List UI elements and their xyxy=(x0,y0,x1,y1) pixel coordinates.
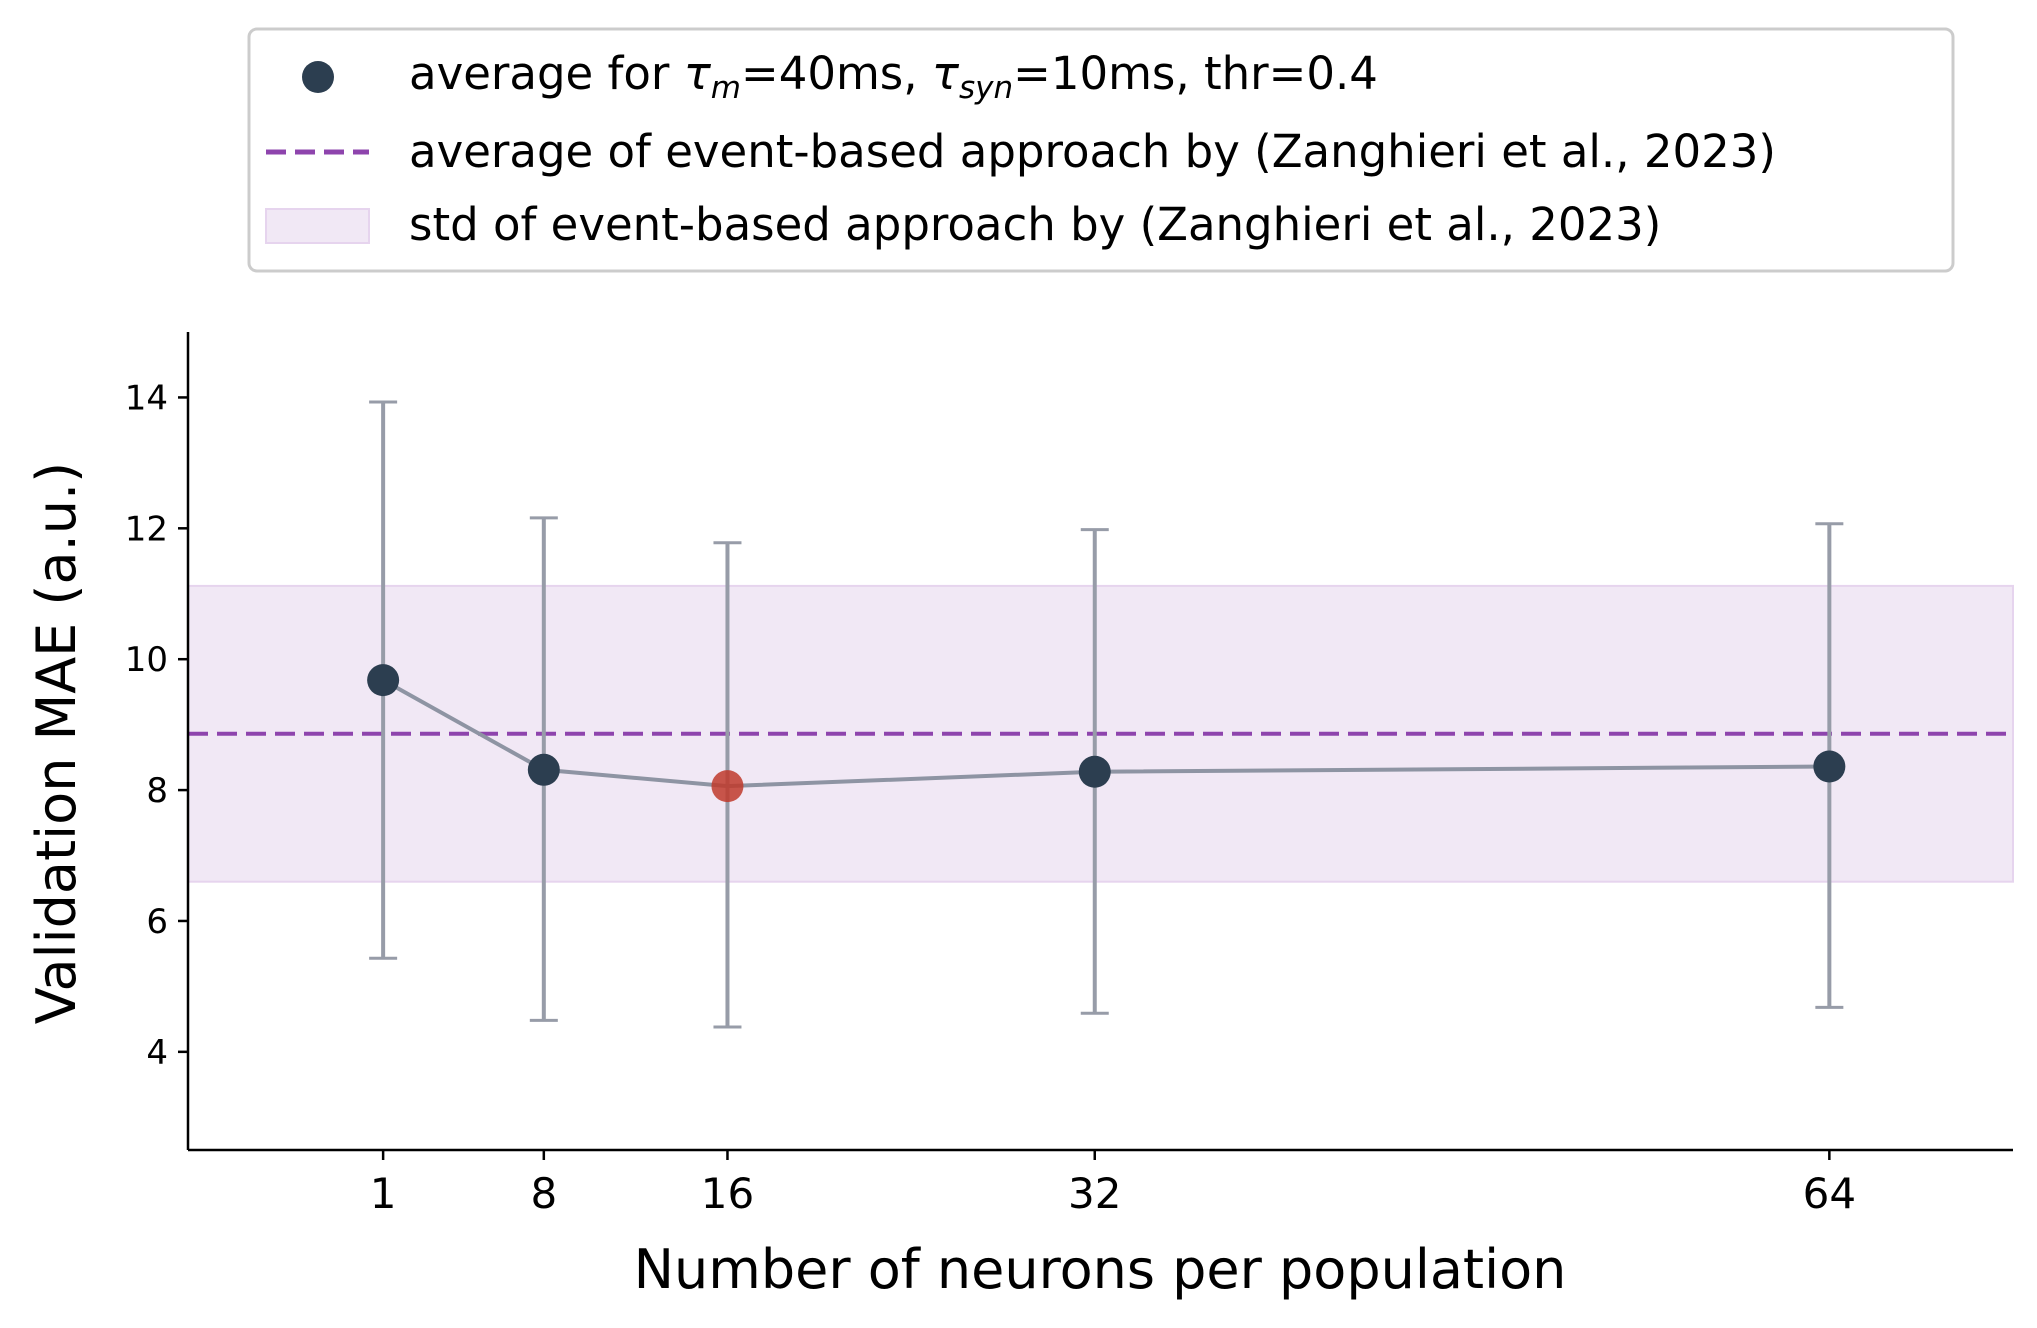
data-point-best xyxy=(711,770,744,803)
y-tick-label: 8 xyxy=(146,771,168,811)
y-tick-label: 4 xyxy=(146,1033,168,1073)
legend-band-swatch xyxy=(265,208,370,244)
data-point xyxy=(367,664,400,697)
y-tick-label: 6 xyxy=(146,902,168,942)
data-point xyxy=(1078,755,1111,788)
x-axis-label: Number of neurons per population xyxy=(634,1238,1567,1301)
y-tick-label: 10 xyxy=(125,640,168,680)
y-axis-label: Validation MAE (a.u.) xyxy=(25,462,88,1024)
legend-label-event-average: average of event-based approach by (Zang… xyxy=(409,125,1776,178)
legend-label-event-std: std of event-based approach by (Zanghier… xyxy=(409,198,1661,251)
plot-area: 4 6 8 10 12 14 1 8 16 32 64 xyxy=(125,332,2014,1218)
legend-marker-swatch xyxy=(302,61,334,93)
legend-frame xyxy=(247,27,1955,273)
data-point xyxy=(1813,750,1846,783)
x-tick-label: 8 xyxy=(530,1169,557,1218)
x-tick-label: 64 xyxy=(1803,1169,1856,1218)
x-tick-label: 16 xyxy=(701,1169,754,1218)
y-tick-label: 14 xyxy=(125,378,168,418)
y-tick-label: 12 xyxy=(125,509,168,549)
x-tick-label: 32 xyxy=(1068,1169,1121,1218)
x-tick-label: 1 xyxy=(370,1169,397,1218)
legend: average for τm=40ms, τsyn=10ms, thr=0.4 … xyxy=(247,27,1955,273)
data-point xyxy=(527,753,560,786)
legend-label-average: average for τm=40ms, τsyn=10ms, thr=0.4 xyxy=(409,47,1378,106)
